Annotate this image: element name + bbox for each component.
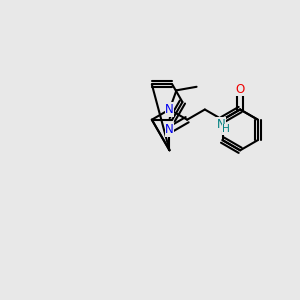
Text: N: N [217,118,225,131]
Text: O: O [236,82,245,96]
Text: H: H [222,124,230,134]
Text: N: N [165,103,174,116]
Text: N: N [165,123,174,136]
